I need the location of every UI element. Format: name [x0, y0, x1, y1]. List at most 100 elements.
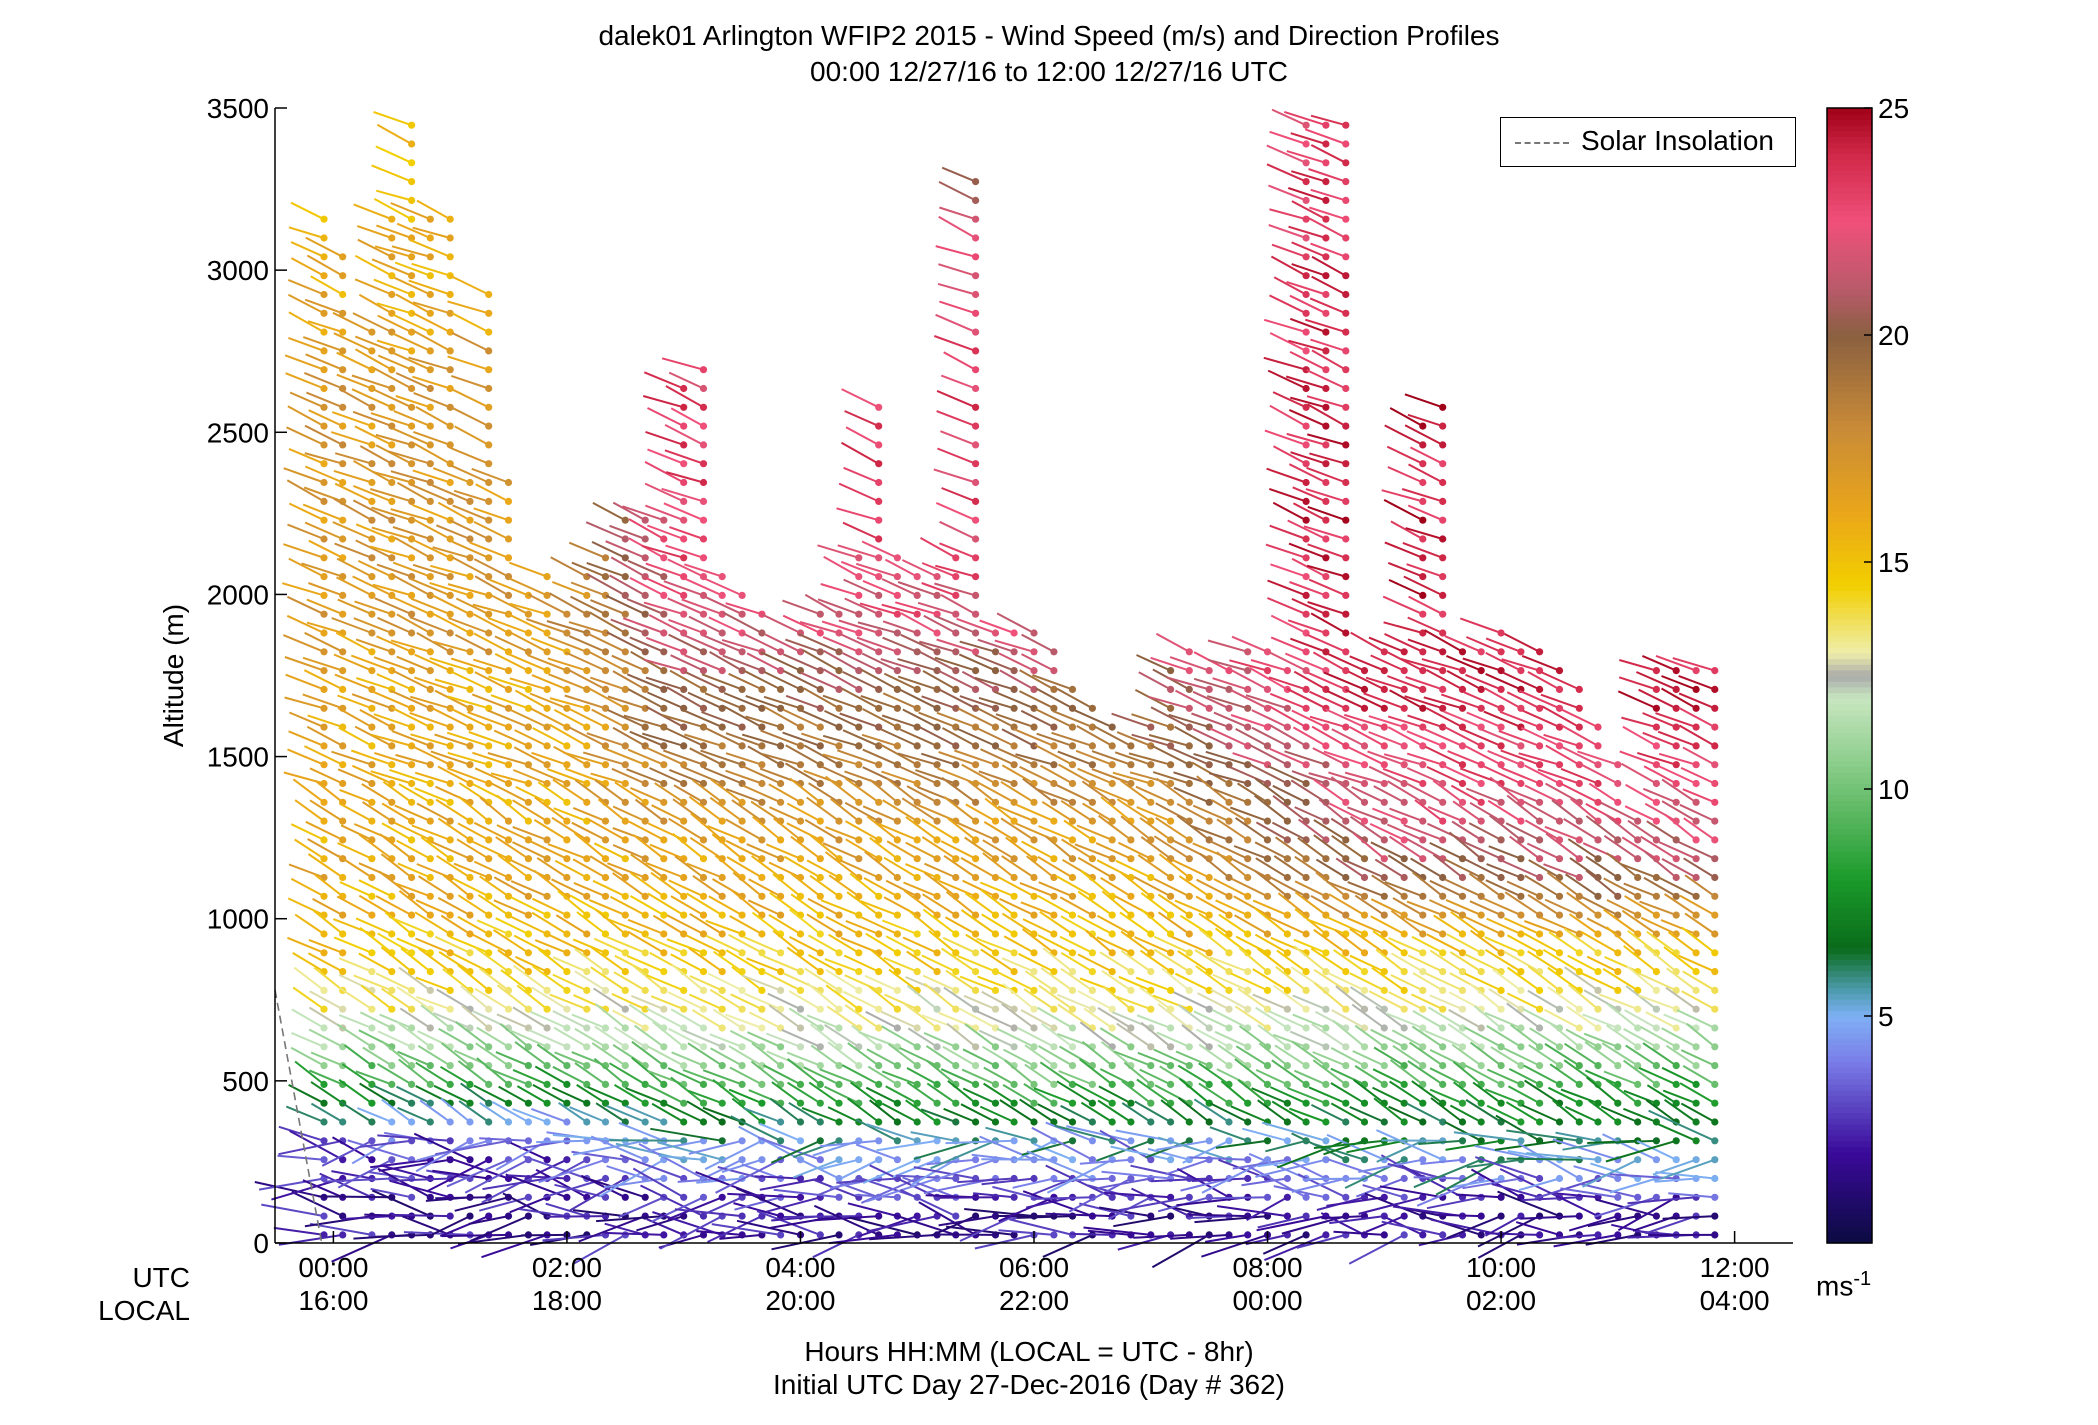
wind-barb-902 [661, 357, 704, 371]
wind-barb-dot-156 [368, 328, 376, 336]
wind-barb-dot-1686 [1147, 949, 1155, 957]
wind-barb-dot-577 [543, 723, 551, 731]
wind-barb-45 [285, 372, 325, 390]
wind-barb-1590 [1026, 1150, 1093, 1180]
wind-barb-1643 [1073, 708, 1113, 729]
wind-barb-dot-1811 [1225, 892, 1233, 900]
wind-barb-dot-1667 [1127, 798, 1135, 806]
wind-barb-dot-92 [339, 535, 347, 543]
wind-barb-dot-2254 [1439, 930, 1447, 938]
wind-barb-504 [473, 658, 509, 672]
wind-barb-dot-1029 [777, 836, 785, 844]
wind-barb-894 [663, 502, 704, 522]
wind-barb-164 [359, 1082, 393, 1105]
wind-barb-dot-712 [621, 873, 629, 882]
wind-barb-dot-2162 [1400, 1231, 1408, 1239]
wind-barb-784 [631, 963, 665, 992]
wind-barb-dot-734 [641, 1193, 649, 1201]
wind-barb-dot-616 [563, 667, 571, 675]
wind-barb-187 [350, 654, 393, 672]
wind-barb-dot-1648 [1127, 1156, 1135, 1164]
wind-barb-1430 [933, 1158, 996, 1182]
wind-barb-700 [587, 1086, 626, 1105]
wind-barb-dot-2288 [1458, 1137, 1467, 1145]
wind-barb-324 [391, 245, 431, 258]
wind-barb-dot-588 [563, 1193, 571, 1201]
wind-barb-dot-525 [524, 1043, 533, 1051]
wind-barb-1275 [885, 935, 918, 954]
wind-barb-dot-251 [408, 497, 416, 505]
wind-barb-dot-993 [758, 873, 766, 882]
wind-barb-dot-1435 [991, 1062, 1000, 1070]
wind-barb-1689 [1120, 872, 1152, 898]
wind-barb-1968 [1269, 294, 1307, 315]
wind-barb-dot-1302 [933, 1118, 941, 1126]
wind-barb-1474 [976, 937, 1015, 954]
wind-barb-dot-1020 [777, 1005, 785, 1013]
wind-barb-dot-490 [504, 930, 513, 938]
wind-barb-1632 [1077, 914, 1113, 935]
wind-barb-dot-1630 [1108, 968, 1116, 976]
wind-barb-dot-2238 [1439, 1231, 1447, 1239]
wind-barb-dot-847 [680, 535, 688, 543]
wind-barb-1462 [957, 1177, 1015, 1184]
wind-barb-1398 [937, 669, 977, 691]
wind-barb-dot-2450 [1555, 1118, 1564, 1126]
wind-barb-dot-407 [466, 761, 474, 769]
wind-barb-478 [446, 1158, 509, 1188]
wind-barb-644 [546, 768, 588, 785]
wind-barb-dot-373 [446, 366, 454, 374]
wind-barb-287 [396, 937, 431, 954]
wind-barb-1120 [804, 967, 840, 992]
wind-barb-dot-1222 [875, 403, 883, 411]
wind-barb-dot-539 [524, 779, 533, 788]
wind-barb-dot-279 [426, 1099, 434, 1107]
wind-barb-dot-415 [466, 610, 474, 618]
wind-barb-dot-2074 [1342, 573, 1350, 581]
wind-barb-dot-274 [426, 1193, 434, 1201]
wind-barb-469 [447, 355, 490, 371]
wind-barb-986 [730, 993, 763, 1011]
wind-barb-dot-683 [601, 723, 610, 731]
wind-barb-626 [558, 1101, 588, 1123]
wind-barb-dot-1595 [1088, 1080, 1096, 1088]
wind-barb-dot-2136 [1380, 1118, 1388, 1126]
wind-barb-333 [419, 1099, 451, 1123]
wind-barb-1721 [1136, 806, 1171, 823]
wind-barb-1309 [905, 976, 938, 992]
wind-barb-dot-1817 [1225, 779, 1233, 788]
wind-barb-dot-2119 [1360, 855, 1369, 863]
wind-barb-748 [606, 918, 646, 935]
wind-barb-dot-618 [563, 629, 571, 637]
wind-barb-822 [650, 995, 685, 1011]
wind-barb-dot-2252 [1439, 968, 1447, 976]
wind-barb-100 [304, 371, 344, 390]
wind-barb-1325 [897, 675, 938, 691]
wind-barb-1152 [826, 1005, 860, 1029]
wind-barb-634 [552, 956, 588, 973]
wind-barb-1417 [935, 313, 976, 334]
wind-barb-362 [412, 563, 451, 578]
wind-barb-773 [618, 1196, 665, 1219]
wind-barb-dot-1933 [1302, 968, 1310, 976]
wind-barb-dot-2064 [1342, 761, 1350, 769]
wind-barb-19 [288, 863, 325, 879]
wind-barb-727 [587, 573, 626, 597]
wind-barb-dot-1192 [875, 968, 883, 976]
wind-barb-1385 [944, 916, 977, 935]
wind-barb-1555 [1021, 653, 1055, 672]
wind-barb-1717 [1133, 876, 1172, 898]
wind-barb-1535 [1016, 1026, 1055, 1048]
wind-barb-dot-1501 [1030, 1062, 1038, 1070]
wind-barb-1053 [763, 971, 801, 992]
wind-barb-dot-229 [408, 911, 416, 919]
wind-barb-1439 [959, 975, 996, 992]
wind-barb-795 [626, 768, 665, 785]
wind-barb-dot-513 [504, 497, 513, 505]
wind-barb-dot-149 [368, 460, 376, 468]
wind-barb-dot-1816 [1225, 798, 1233, 806]
wind-barb-854 [642, 395, 684, 409]
wind-barb-dot-1523 [1030, 648, 1038, 656]
wind-barb-225 [375, 972, 413, 992]
wind-barb-337 [417, 1030, 451, 1048]
